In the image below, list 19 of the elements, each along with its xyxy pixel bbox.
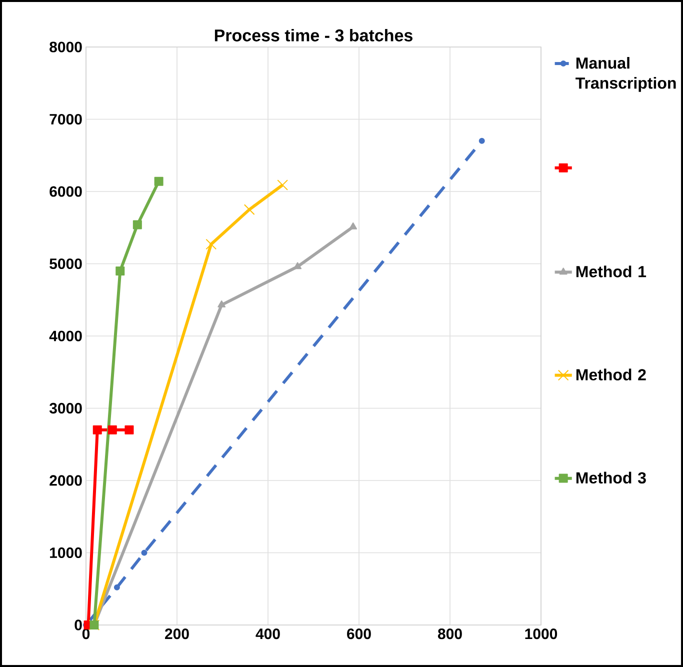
y-tick-label: 4000 (49, 330, 82, 342)
y-tick-label: 3000 (49, 402, 82, 414)
x-tick-label: 200 (165, 628, 189, 640)
y-tick-label: 0 (74, 620, 82, 630)
chart-title: Process time - 3 batches (214, 28, 412, 42)
legend-label: Manual Transcription (576, 56, 676, 92)
y-tick-label: 6000 (50, 186, 82, 197)
y-tick-label: 8000 (50, 42, 82, 52)
legend-label: Method 2 (576, 368, 646, 380)
x-tick-label: 800 (438, 628, 462, 640)
y-tick-label: 7000 (50, 114, 82, 125)
y-tick-label: 5000 (50, 258, 82, 270)
legend-label: Method 1 (576, 266, 646, 278)
y-tick-label: 2000 (50, 475, 82, 486)
y-tick-label: 1000 (50, 547, 82, 558)
x-tick-label: 600 (347, 628, 371, 640)
legend-label: Method 3 (576, 472, 646, 484)
x-tick-label: 1000 (525, 628, 558, 640)
x-tick-label: 400 (256, 628, 280, 640)
